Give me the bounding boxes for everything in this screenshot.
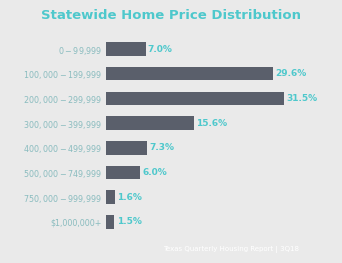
Text: 7.0%: 7.0% xyxy=(148,44,173,53)
Text: 1.5%: 1.5% xyxy=(117,218,142,226)
Bar xyxy=(106,92,284,105)
Text: 15.6%: 15.6% xyxy=(196,119,227,128)
Bar xyxy=(106,166,140,179)
Bar xyxy=(106,141,147,155)
Text: Statewide Home Price Distribution: Statewide Home Price Distribution xyxy=(41,9,301,22)
Bar xyxy=(106,215,115,229)
Text: 29.6%: 29.6% xyxy=(275,69,306,78)
Text: 6.0%: 6.0% xyxy=(142,168,167,177)
Text: 31.5%: 31.5% xyxy=(286,94,317,103)
Text: 7.3%: 7.3% xyxy=(149,143,174,152)
Text: 1.6%: 1.6% xyxy=(117,193,142,202)
Bar xyxy=(106,42,146,56)
Text: Texas Quarterly Housing Report | 3Q18: Texas Quarterly Housing Report | 3Q18 xyxy=(163,246,299,253)
Bar xyxy=(106,116,194,130)
Bar xyxy=(106,190,115,204)
Bar xyxy=(106,67,273,80)
